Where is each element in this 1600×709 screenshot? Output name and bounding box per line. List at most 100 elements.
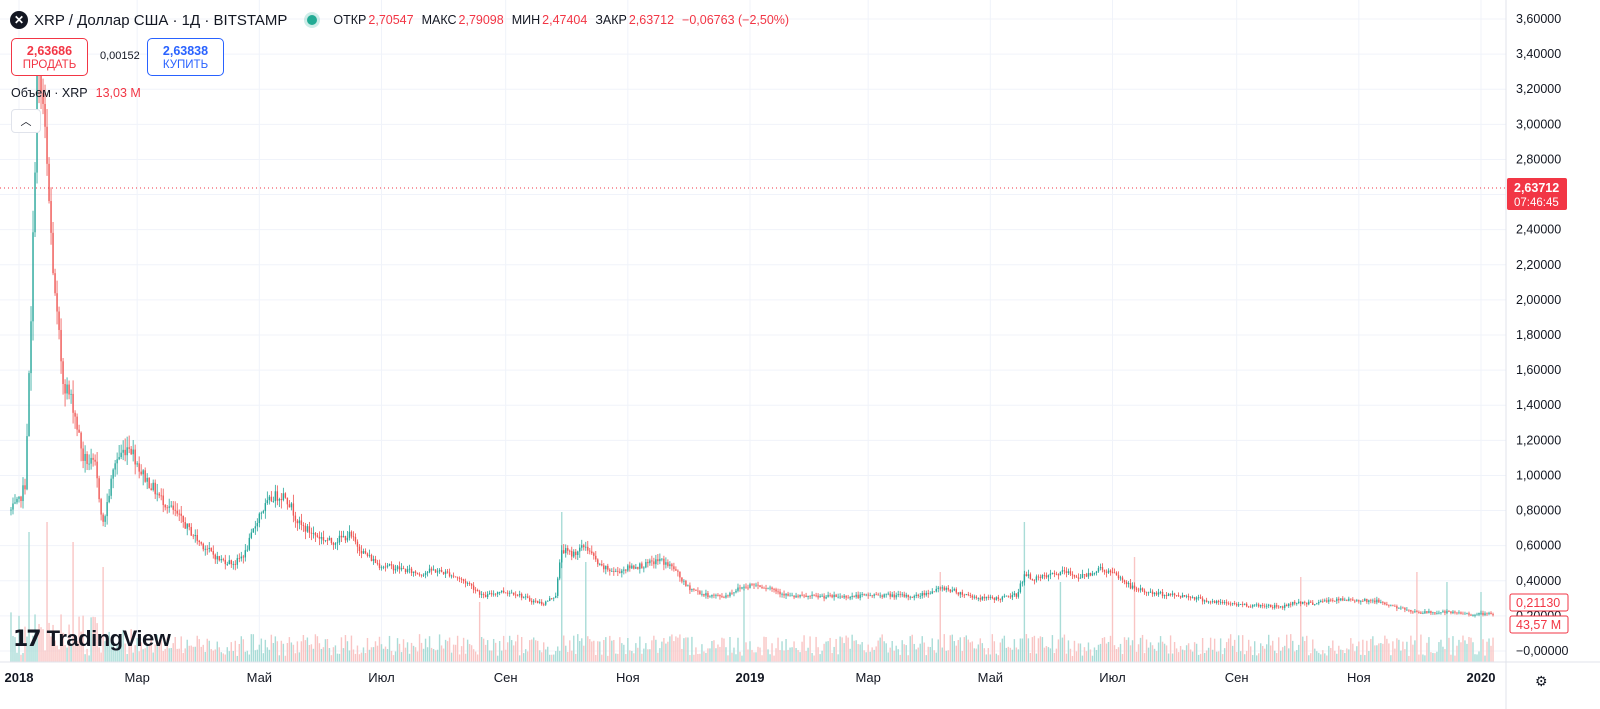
volume-bar	[1432, 652, 1434, 662]
candle-body	[891, 594, 893, 597]
volume-bar	[254, 650, 257, 662]
candle-body	[871, 595, 873, 597]
candle-body	[1310, 601, 1312, 603]
sell-button[interactable]: 2,63686 ПРОДАТЬ	[11, 38, 88, 76]
volume-bar	[302, 634, 305, 662]
volume-bar	[1247, 639, 1250, 662]
volume-bar	[80, 631, 82, 662]
volume-bar	[779, 650, 781, 662]
candle-body	[1322, 600, 1324, 602]
volume-bar	[579, 641, 581, 662]
candle-body	[935, 588, 937, 592]
candle-body	[659, 558, 661, 562]
volume-bar	[378, 636, 381, 662]
volume-bar	[130, 629, 132, 662]
candle-body	[224, 559, 226, 565]
gear-icon[interactable]: ⚙	[1535, 673, 1548, 689]
candle-body	[1430, 611, 1432, 614]
volume-bar	[1067, 640, 1070, 662]
candle-body	[1049, 573, 1052, 576]
volume-bar	[322, 647, 325, 662]
candle-body	[168, 506, 170, 508]
candle-body	[1197, 597, 1200, 599]
candle-body	[268, 496, 271, 501]
candle-body	[977, 597, 980, 599]
volume-bar	[216, 641, 218, 662]
candle-body	[1125, 582, 1128, 585]
volume-bar	[855, 640, 857, 662]
volume-bar	[314, 634, 317, 662]
volume-bar	[701, 644, 703, 662]
volume-bar	[270, 634, 273, 662]
volume-bar	[621, 643, 623, 662]
volume-bar	[54, 640, 56, 662]
volume-bar	[244, 651, 247, 662]
volume-bar	[1462, 635, 1464, 662]
candle-body	[374, 559, 377, 563]
volume-legend[interactable]: Объем · XRP 13,03 M	[11, 86, 141, 100]
volume-bar	[450, 652, 453, 662]
candle-body	[516, 594, 519, 596]
candle-body	[931, 591, 933, 594]
candle-body	[526, 596, 529, 598]
candle-body	[685, 580, 687, 587]
candle-body	[541, 601, 543, 605]
volume-bar	[1272, 640, 1274, 662]
candle-body	[1187, 595, 1190, 598]
volume-bar	[859, 644, 861, 662]
volume-bar	[432, 648, 435, 662]
candle-body	[1077, 577, 1080, 579]
volume-bar	[1350, 638, 1352, 662]
candle-body	[476, 590, 479, 592]
candle-body	[849, 597, 851, 599]
volume-bar	[1183, 650, 1186, 662]
volume-bar	[633, 653, 635, 662]
candle-body	[1001, 596, 1004, 600]
candle-body	[1412, 611, 1414, 613]
candle-body	[981, 596, 984, 600]
volume-bar	[1372, 636, 1374, 662]
collapse-legend-button[interactable]: ︿	[11, 109, 41, 133]
volume-bar	[1428, 637, 1430, 662]
candle-body	[763, 587, 765, 589]
symbol-title[interactable]: XRP / Доллар США · 1Д · BITSTAMP	[34, 11, 288, 29]
volume-bar	[547, 646, 549, 662]
volume-bar	[248, 654, 251, 662]
market-status-icon[interactable]	[307, 15, 318, 25]
volume-bar	[50, 636, 52, 662]
close-value: 2,63712	[628, 13, 675, 27]
volume-bar	[1107, 641, 1110, 662]
candle-body	[14, 502, 16, 504]
volume-bar	[124, 643, 126, 662]
candle-body	[593, 553, 595, 556]
volume-bar	[494, 642, 497, 662]
candle-body	[50, 201, 52, 233]
volume-bar	[833, 646, 835, 662]
candle-body	[609, 569, 611, 572]
candle-body	[1354, 600, 1356, 602]
volume-bar	[957, 639, 959, 662]
volume-bar	[88, 655, 90, 662]
volume-bar	[539, 650, 541, 662]
volume-bar	[1169, 635, 1172, 662]
candle-body	[218, 556, 220, 561]
candle-body	[1386, 604, 1388, 605]
candle-body	[1253, 604, 1256, 606]
volume-bar	[1266, 644, 1268, 662]
buy-button[interactable]: 2,63838 КУПИТЬ	[147, 38, 224, 76]
volume-bar	[837, 654, 839, 662]
volume-bar	[1470, 637, 1472, 662]
tradingview-logo[interactable]: 17 TradingView	[13, 626, 171, 652]
candle-body	[178, 513, 180, 515]
volume-bar	[10, 612, 12, 662]
volume-bar	[444, 639, 447, 662]
volume-bar	[931, 638, 933, 662]
candle-body	[1247, 606, 1250, 608]
volume-bar	[627, 637, 629, 662]
candle-body	[835, 594, 837, 598]
candle-body	[971, 595, 974, 598]
candle-body	[1402, 607, 1404, 609]
candle-body	[44, 103, 46, 127]
close-x-icon[interactable]: ✕	[10, 11, 28, 29]
